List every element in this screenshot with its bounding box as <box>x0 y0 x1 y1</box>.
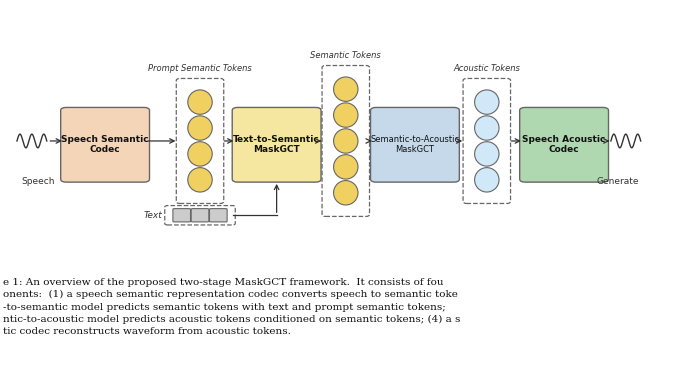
Ellipse shape <box>475 168 499 192</box>
Ellipse shape <box>334 103 358 127</box>
Text: Text: Text <box>143 211 162 220</box>
Text: Acoustic Tokens: Acoustic Tokens <box>454 64 520 73</box>
Ellipse shape <box>334 77 358 101</box>
Ellipse shape <box>475 142 499 166</box>
Ellipse shape <box>334 155 358 179</box>
Ellipse shape <box>475 90 499 114</box>
Ellipse shape <box>188 90 212 114</box>
FancyBboxPatch shape <box>173 209 191 222</box>
Ellipse shape <box>188 168 212 192</box>
FancyBboxPatch shape <box>61 107 149 182</box>
Ellipse shape <box>334 181 358 205</box>
Ellipse shape <box>334 129 358 153</box>
FancyBboxPatch shape <box>210 209 227 222</box>
Text: Semantic-to-Acoustic
MaskGCT: Semantic-to-Acoustic MaskGCT <box>370 135 460 154</box>
Ellipse shape <box>188 116 212 140</box>
Ellipse shape <box>475 116 499 140</box>
FancyBboxPatch shape <box>519 107 609 182</box>
Text: Semantic Tokens: Semantic Tokens <box>311 51 381 60</box>
Text: Speech Acoustic
Codec: Speech Acoustic Codec <box>523 135 605 154</box>
FancyBboxPatch shape <box>232 107 321 182</box>
FancyBboxPatch shape <box>370 107 460 182</box>
FancyBboxPatch shape <box>191 209 209 222</box>
Text: Generate: Generate <box>597 177 639 186</box>
Text: Speech Semantic
Codec: Speech Semantic Codec <box>61 135 149 154</box>
Text: Text-to-Semantic
MaskGCT: Text-to-Semantic MaskGCT <box>233 135 320 154</box>
Text: Speech: Speech <box>22 177 55 186</box>
Text: e 1: An overview of the proposed two-stage MaskGCT framework.  It consists of fo: e 1: An overview of the proposed two-sta… <box>3 278 461 336</box>
Text: Prompt Semantic Tokens: Prompt Semantic Tokens <box>148 64 252 73</box>
Ellipse shape <box>188 142 212 166</box>
